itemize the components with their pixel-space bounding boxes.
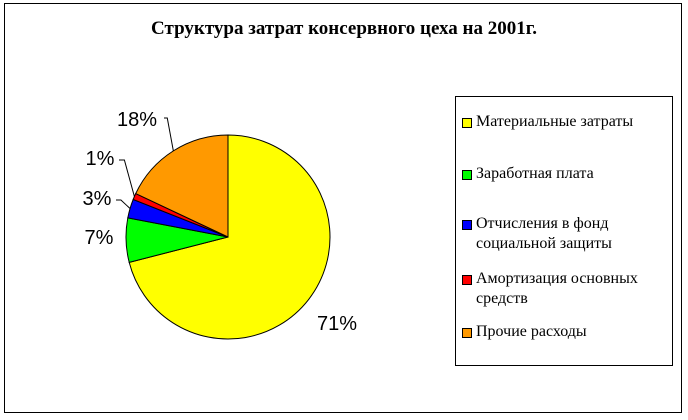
pie-slice-material	[128, 134, 331, 340]
leader-line-social	[116, 199, 131, 209]
legend-label-depreciation: Амортизация основных средств	[476, 270, 638, 307]
data-label-other: 18%	[117, 109, 157, 131]
data-label-social: 3%	[83, 188, 112, 210]
data-label-material: 71%	[317, 313, 357, 335]
legend-swatch-salary	[462, 170, 472, 180]
legend-label-salary: Заработная плата	[476, 165, 594, 182]
chart-legend: Материальные затраты Заработная плата От…	[455, 96, 673, 366]
legend-label-other: Прочие расходы	[476, 323, 587, 340]
chart-title: Структура затрат консервного цеха на 200…	[151, 18, 537, 39]
data-label-depreciation: 1%	[86, 148, 115, 170]
legend-swatch-other	[462, 328, 472, 338]
data-label-salary: 7%	[85, 227, 114, 249]
pie-slice-other	[135, 134, 229, 238]
leader-line-other	[164, 117, 174, 151]
legend-swatch-material	[462, 118, 472, 128]
legend-label-material: Материальные затраты	[476, 113, 634, 130]
legend-swatch-depreciation	[462, 275, 472, 285]
leader-line-depreciation	[119, 159, 135, 197]
legend-label-social: Отчисления в фонд социальной защиты	[476, 215, 612, 252]
legend-swatch-social	[462, 220, 472, 230]
